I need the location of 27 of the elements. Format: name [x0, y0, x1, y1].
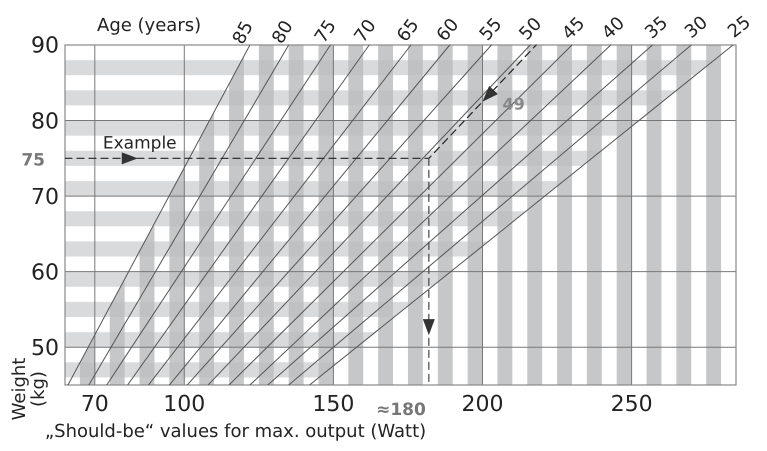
x-tick-label: 100 [163, 392, 206, 417]
text: 75 [310, 16, 341, 47]
x-tick-label: 200 [462, 392, 504, 417]
y-tick-label: 80 [31, 109, 59, 134]
x-axis-title: „Should-be“ values for max. output (Watt) [44, 421, 426, 442]
text: 25 [724, 12, 755, 42]
x-tick-label: 70 [80, 392, 109, 417]
text: Age (years) [97, 15, 202, 36]
y-tick-label: 90 [31, 34, 59, 59]
annotation: 75 [21, 150, 45, 170]
text: 70 [350, 16, 381, 46]
text: 40 [598, 12, 629, 44]
text: 45 [558, 13, 590, 44]
text: 55 [475, 14, 506, 46]
x-tick-label: 150 [312, 392, 354, 417]
text: 65 [392, 15, 424, 46]
text: 30 [680, 12, 712, 43]
text: 50 [515, 14, 546, 45]
text: 60 [432, 14, 464, 46]
text: 85 [228, 18, 258, 48]
y-tick-label: 60 [31, 260, 59, 286]
y-tick-label: 70 [31, 184, 59, 210]
annotation: ≈180 [376, 400, 426, 420]
text: 35 [640, 12, 672, 44]
x-tick-label: 250 [610, 392, 653, 417]
annotation: Example [102, 133, 177, 154]
text: 80 [268, 17, 298, 48]
